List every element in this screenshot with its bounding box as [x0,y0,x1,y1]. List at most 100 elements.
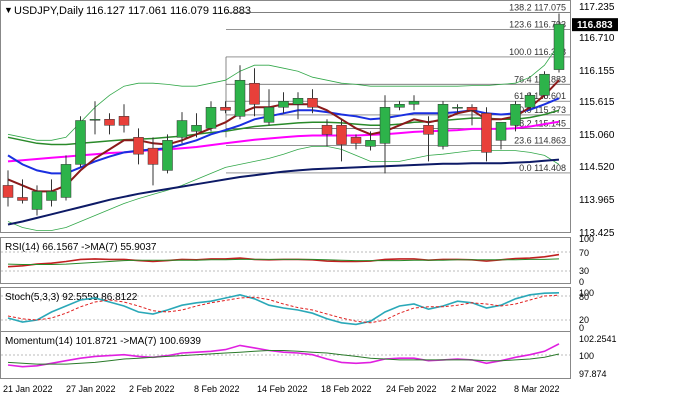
rsi-tick: 100 [579,234,594,244]
fib-level-label: 23.6 114.863 [514,136,566,146]
price-y-axis: 117.235 116.710 116.155 115.615 115.060 … [579,2,615,239]
candle-body [553,23,565,70]
candle-body [466,107,478,111]
price-tick: 116.710 [579,33,615,44]
candle-body [452,107,463,109]
x-tick: 18 Feb 2022 [321,384,372,394]
rsi-tick: 70 [579,248,589,258]
price-tick: 113.965 [579,195,615,206]
ma-long-line [7,158,560,226]
candle-body [350,137,362,144]
x-tick: 2 Feb 2022 [129,384,175,394]
fib-level-label: 38.2 115.145 [514,119,566,129]
stoch-tick: 20 [579,315,589,325]
candle-body [17,197,28,201]
indicator-lines [7,253,560,368]
candle-body [510,104,521,126]
stoch-tick: 0 [579,323,584,333]
x-tick: 8 Mar 2022 [514,384,560,394]
momentum-tick: 102.2541 [579,334,617,344]
stoch-tick: 100 [579,288,594,298]
candle-body [423,125,434,135]
symbol-label: USDJPY,Daily [14,5,84,17]
price-tick: 113.425 [579,228,615,239]
x-tick: 8 Feb 2022 [194,384,240,394]
x-tick: 27 Jan 2022 [66,384,116,394]
candle-body [75,120,86,165]
x-axis: 21 Jan 2022 27 Jan 2022 2 Feb 2022 8 Feb… [3,384,560,394]
price-tick: 114.520 [579,162,615,173]
price-tick: 115.060 [579,130,615,141]
candle-body [2,185,14,198]
fib-level-label: 0.0 114.408 [519,163,566,173]
price-tick: 117.235 [579,2,615,13]
candle-body [495,122,507,141]
ohlc-label: 116.127 117.061 116.079 116.883 [86,5,251,17]
stoch-y-axis: 100 80 20 0 [579,288,594,333]
candle-body [205,107,217,129]
fib-level-label: 61.8 115.601 [514,91,566,101]
candle-body [524,95,536,108]
candle-body [292,98,304,105]
candle-body [437,104,449,147]
momentum-tick: 100 [579,351,594,361]
momentum-y-axis: 102.2541 100 97.874 [579,334,617,379]
fib-level-label: 50.0 115.373 [514,105,566,115]
candle-body [176,120,188,138]
candle-body [162,140,173,171]
price-panel-frame [0,0,571,233]
candle-body [408,101,420,105]
stoch-d-line [7,294,560,324]
rsi-y-axis: 100 70 30 0 [579,234,594,287]
candles [2,13,565,216]
candle-body [133,137,144,155]
candle-body [118,116,130,126]
candle-body [321,125,333,135]
x-tick: 24 Feb 2022 [386,384,437,394]
rsi-line [7,253,560,268]
candle-body [307,98,318,108]
candle-body [249,82,260,105]
bollinger-lower [7,145,560,231]
bollinger-upper [7,43,560,141]
price-tick: 115.615 [579,97,615,108]
rsi-title: RSI(14) 66.1567 ->MA(7) 55.9037 [5,242,157,253]
rsi-signal-line [7,258,560,265]
stoch-title: Stoch(5,3,3) 92.5559 86.8122 [5,292,138,303]
candle-body [394,104,405,108]
current-price-label: 116.883 [577,20,613,31]
candle-body [379,107,391,144]
candle-body [234,79,246,117]
x-tick: 21 Jan 2022 [3,384,53,394]
momentum-title: Momentum(14) 101.8721 ->MA(7) 100.6939 [5,336,201,347]
ma-green-line [7,109,560,146]
current-price-badge [572,18,618,32]
candle-body [365,140,376,147]
moving-averages [7,43,560,231]
candle-body [31,191,43,210]
candle-body [278,101,289,108]
candle-body [191,125,202,132]
momentum-tick: 97.874 [579,369,607,379]
price-tick: 116.155 [579,66,615,77]
candle-body [89,119,101,121]
candle-body [147,147,159,165]
collapse-arrow-icon[interactable]: ▼ [4,5,13,15]
rsi-panel-frame [0,237,571,284]
candle-body [539,73,550,96]
x-tick: 14 Feb 2022 [257,384,308,394]
x-tick: 2 Mar 2022 [451,384,497,394]
stoch-tick: 80 [579,292,589,302]
candle-body [46,191,57,201]
stoch-k-line [7,292,560,326]
fib-level-label: 138.2 117.075 [509,3,566,13]
candle-body [263,107,275,123]
fib-level-label: 100.0 116.338 [509,47,566,57]
candle-body [104,119,115,126]
fib-level-label: 123.6 116.793 [509,20,566,30]
candle-body [220,107,231,111]
momentum-panel-frame [0,331,571,379]
